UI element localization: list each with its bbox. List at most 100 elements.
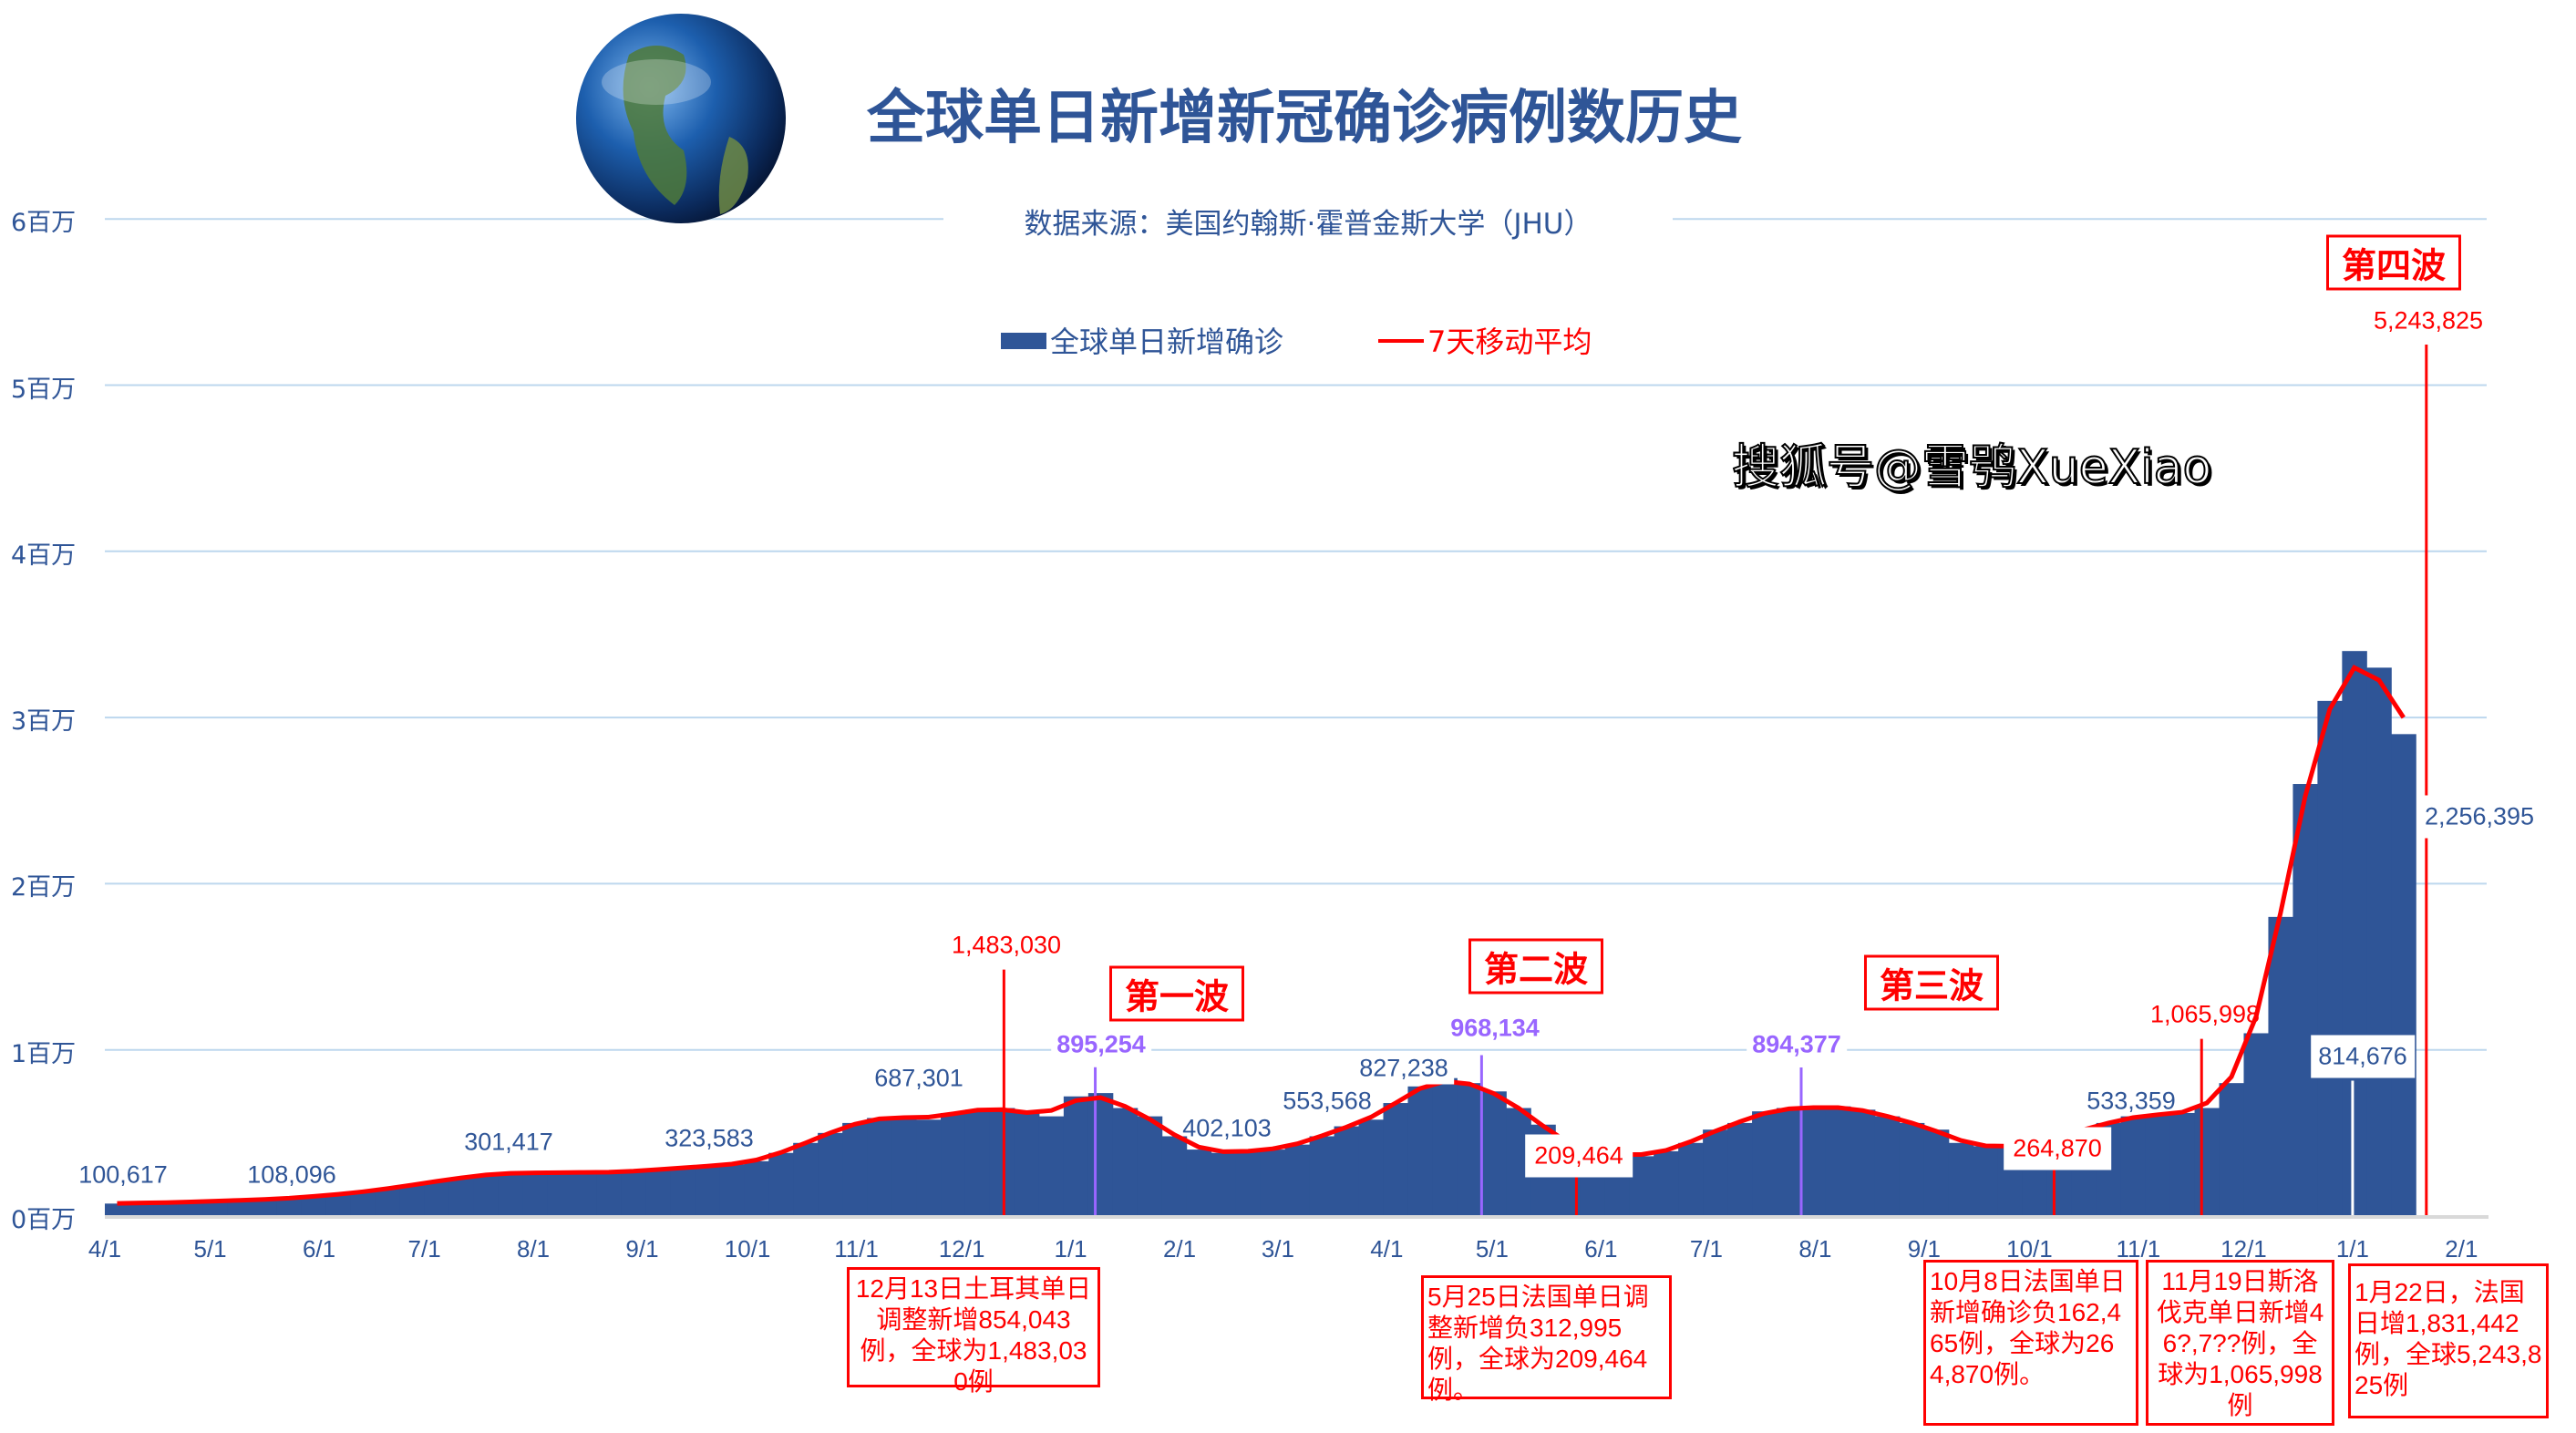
bar: [1407, 1086, 1433, 1216]
bar: [2169, 1112, 2196, 1216]
x-tick-label: 6/1: [302, 1235, 336, 1263]
x-tick-label: 9/1: [625, 1235, 659, 1263]
x-tick-label: 7/1: [407, 1235, 441, 1263]
y-tick-label: 5百万: [11, 375, 77, 404]
bar: [1358, 1119, 1384, 1216]
legend-line-swatch: [1378, 339, 1424, 343]
bar: [399, 1185, 426, 1216]
annotation-lines: [1002, 345, 2428, 1216]
watermark: 搜狐号@雪鸮XueXiao: [1731, 439, 2212, 496]
y-tick-label: 0百万: [11, 1206, 77, 1234]
bar: [153, 1202, 180, 1216]
bar: [498, 1172, 524, 1216]
bar: [1161, 1136, 1188, 1216]
note-box: 10月8日法国单日新增确诊负162,465例，全球为264,870例。: [1923, 1260, 2138, 1426]
bar: [2194, 1108, 2221, 1216]
bar: [301, 1196, 327, 1216]
x-tick-label: 2/1: [2445, 1235, 2478, 1263]
bar: [1432, 1077, 1458, 1216]
annotation-label: 108,096: [247, 1160, 336, 1189]
x-tick-label: 11/1: [2116, 1235, 2161, 1263]
x-tick-label: 8/1: [1798, 1235, 1832, 1263]
bar: [2219, 1083, 2244, 1216]
bar: [1087, 1093, 1114, 1216]
x-tick-label: 1/1: [2335, 1235, 2369, 1263]
bar: [1211, 1152, 1237, 1216]
wave-label: 第一波: [1108, 965, 1245, 1022]
note-box: 11月19日斯洛伐克单日新增46?,7??例，全球为1,065,998例: [2146, 1260, 2334, 1426]
bar: [621, 1170, 646, 1216]
bar: [719, 1164, 745, 1216]
x-tick-label: 7/1: [1689, 1235, 1724, 1263]
chart-subtitle: 数据来源：美国约翰斯·霍普金斯大学（JHU）: [943, 201, 1673, 242]
annotation-label: 553,568: [1283, 1087, 1372, 1115]
bar: [1800, 1108, 1827, 1216]
bar: [1923, 1129, 1950, 1216]
bar: [350, 1191, 376, 1216]
note-box: 1月22日，法国日增1,831,442例，全球5,243,825例: [2348, 1263, 2549, 1418]
bar: [1654, 1150, 1679, 1216]
bar: [1186, 1149, 1212, 1216]
bar: [1063, 1096, 1089, 1216]
x-tick-label: 6/1: [1584, 1235, 1618, 1263]
x-tick-label: 10/1: [724, 1235, 771, 1263]
bar: [645, 1169, 671, 1216]
x-tick-label: 4/1: [88, 1235, 122, 1263]
annotation-label: 533,359: [2087, 1087, 2176, 1115]
x-tick-label: 12/1: [938, 1235, 985, 1263]
wave-label: 第四波: [2325, 234, 2462, 291]
y-tick-label: 6百万: [11, 209, 77, 238]
bar: [1874, 1116, 1901, 1216]
x-tick-label: 5/1: [193, 1235, 227, 1263]
bar: [1629, 1156, 1654, 1216]
bar: [375, 1188, 401, 1216]
bar: [891, 1116, 917, 1216]
bar: [1703, 1129, 1728, 1216]
bar: [276, 1198, 303, 1216]
x-tick-label: 2/1: [1162, 1235, 1197, 1263]
bar: [1137, 1116, 1163, 1216]
x-tick-label: 12/1: [2221, 1235, 2267, 1263]
bar: [1284, 1144, 1311, 1216]
note-box: 12月13日土耳其单日调整新增854,043例，全球为1,483,030例: [847, 1267, 1100, 1396]
bar: [1825, 1106, 1851, 1216]
bar: [129, 1202, 155, 1216]
bar: [424, 1180, 450, 1216]
bar: [1235, 1150, 1262, 1216]
bar: [842, 1122, 868, 1216]
wave-label: 第二波: [1468, 938, 1604, 995]
bar: [818, 1132, 843, 1216]
annotation-label: 5,243,825: [2373, 306, 2484, 335]
annotation-label: 209,464: [1525, 1134, 1633, 1178]
bar: [1260, 1149, 1286, 1216]
x-tick-label: 8/1: [516, 1235, 551, 1263]
x-tick-label: 4/1: [1370, 1235, 1404, 1263]
x-tick-label: 1/1: [1054, 1235, 1087, 1263]
bar: [1850, 1109, 1876, 1216]
x-tick-label: 10/1: [2006, 1235, 2053, 1263]
x-tick-label: 5/1: [1475, 1235, 1509, 1263]
y-tick-label: 3百万: [11, 707, 77, 737]
bar: [1777, 1108, 1802, 1216]
legend-line-label: 7天移动平均: [1427, 325, 1592, 359]
bar: [1014, 1112, 1040, 1216]
bar: [2366, 667, 2392, 1216]
bar: [202, 1201, 229, 1216]
bar: [670, 1168, 696, 1216]
bar: [178, 1201, 204, 1216]
bar: [1383, 1103, 1408, 1216]
y-tick-label: 2百万: [11, 873, 77, 902]
bar: [227, 1200, 253, 1216]
bar: [2317, 700, 2343, 1216]
bar: [989, 1108, 1015, 1216]
y-tick-label: 1百万: [11, 1039, 77, 1068]
bar: [252, 1199, 278, 1216]
chart-title: 全球单日新增新冠确诊病例数历史: [867, 85, 1742, 152]
wave-label: 第三波: [1863, 954, 2000, 1011]
bar: [1899, 1122, 1925, 1216]
bar: [744, 1160, 769, 1216]
bar: [2391, 734, 2416, 1216]
bar: [1481, 1091, 1507, 1216]
bar: [473, 1174, 500, 1216]
bar: [2120, 1116, 2147, 1216]
